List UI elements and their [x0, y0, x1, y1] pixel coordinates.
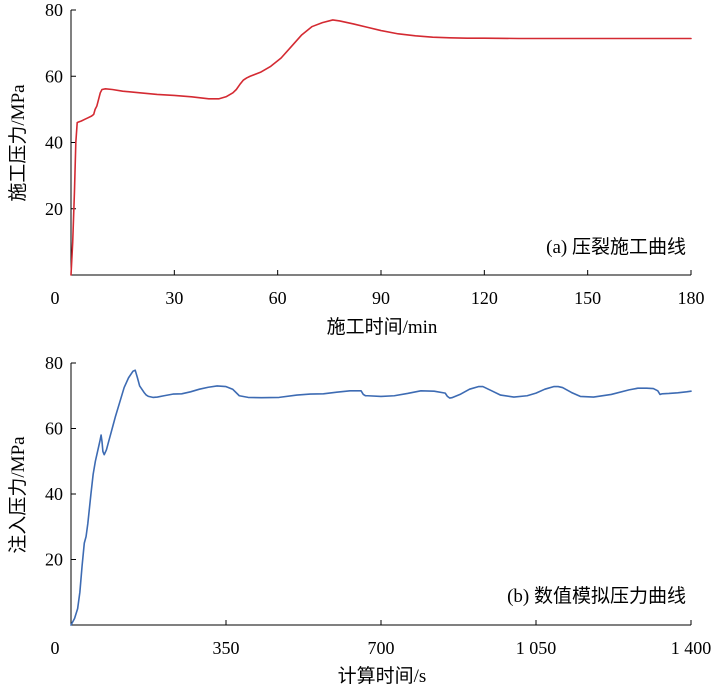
panel-b-annotation: (b) 数值模拟压力曲线: [507, 585, 686, 607]
panel-a-y-tick-label: 80: [45, 0, 63, 20]
panel-a-y-tick-label: 40: [45, 133, 63, 153]
panel-a-plot-elements: 0 30 60 90 120 150 180 20 40 60 80: [45, 0, 705, 308]
panel-b-y-tick-label: 40: [45, 484, 63, 504]
panel-b-plot-elements: 0 350 700 1 050 1 400 20 40 60 80: [45, 353, 711, 658]
panel-a-chart: 0 30 60 90 120 150 180 20 40 60 80 (a) 压裂施工曲线 施工时间…: [7, 0, 705, 338]
panel-a-x-tick-label: 90: [372, 288, 390, 308]
panel-a-x-tick-label: 120: [471, 288, 498, 308]
panel-a-x-tick-label: 0: [51, 288, 60, 308]
panel-b-x-axis-title: 计算时间/s: [338, 665, 427, 687]
panel-a-x-tick-label: 180: [678, 288, 705, 308]
panel-b-y-tick-label: 80: [45, 353, 63, 373]
panel-b-series-line: [70, 369, 692, 626]
panel-b-x-tick-label: 350: [213, 638, 240, 658]
panel-b-y-tick-label: 60: [45, 419, 63, 439]
panel-a-x-tick-label: 30: [165, 288, 183, 308]
panel-a-y-tick-label: 60: [45, 66, 63, 86]
panel-a-x-tick-label: 60: [269, 288, 287, 308]
panel-a-x-axis-title: 施工时间/min: [327, 316, 438, 338]
panel-b-x-tick-label: 700: [368, 638, 395, 658]
panel-b-y-axis-title: 注入压力/MPa: [7, 436, 29, 554]
panel-a-annotation: (a) 压裂施工曲线: [546, 236, 686, 258]
panel-a-series-line: [70, 19, 692, 276]
panel-b-chart: 0 350 700 1 050 1 400 20 40 60 80 (b) 数值模拟压力曲线 计…: [7, 353, 711, 687]
panel-a-x-tick-label: 150: [574, 288, 601, 308]
panel-a-y-axis-title: 施工压力/MPa: [7, 84, 29, 202]
panel-b-x-tick-label: 0: [51, 638, 60, 658]
panel-a-y-tick-label: 20: [45, 199, 63, 219]
panel-b-x-tick-label: 1 400: [671, 638, 712, 658]
panel-b-y-tick-label: 20: [45, 550, 63, 570]
panel-b-x-tick-label: 1 050: [516, 638, 557, 658]
